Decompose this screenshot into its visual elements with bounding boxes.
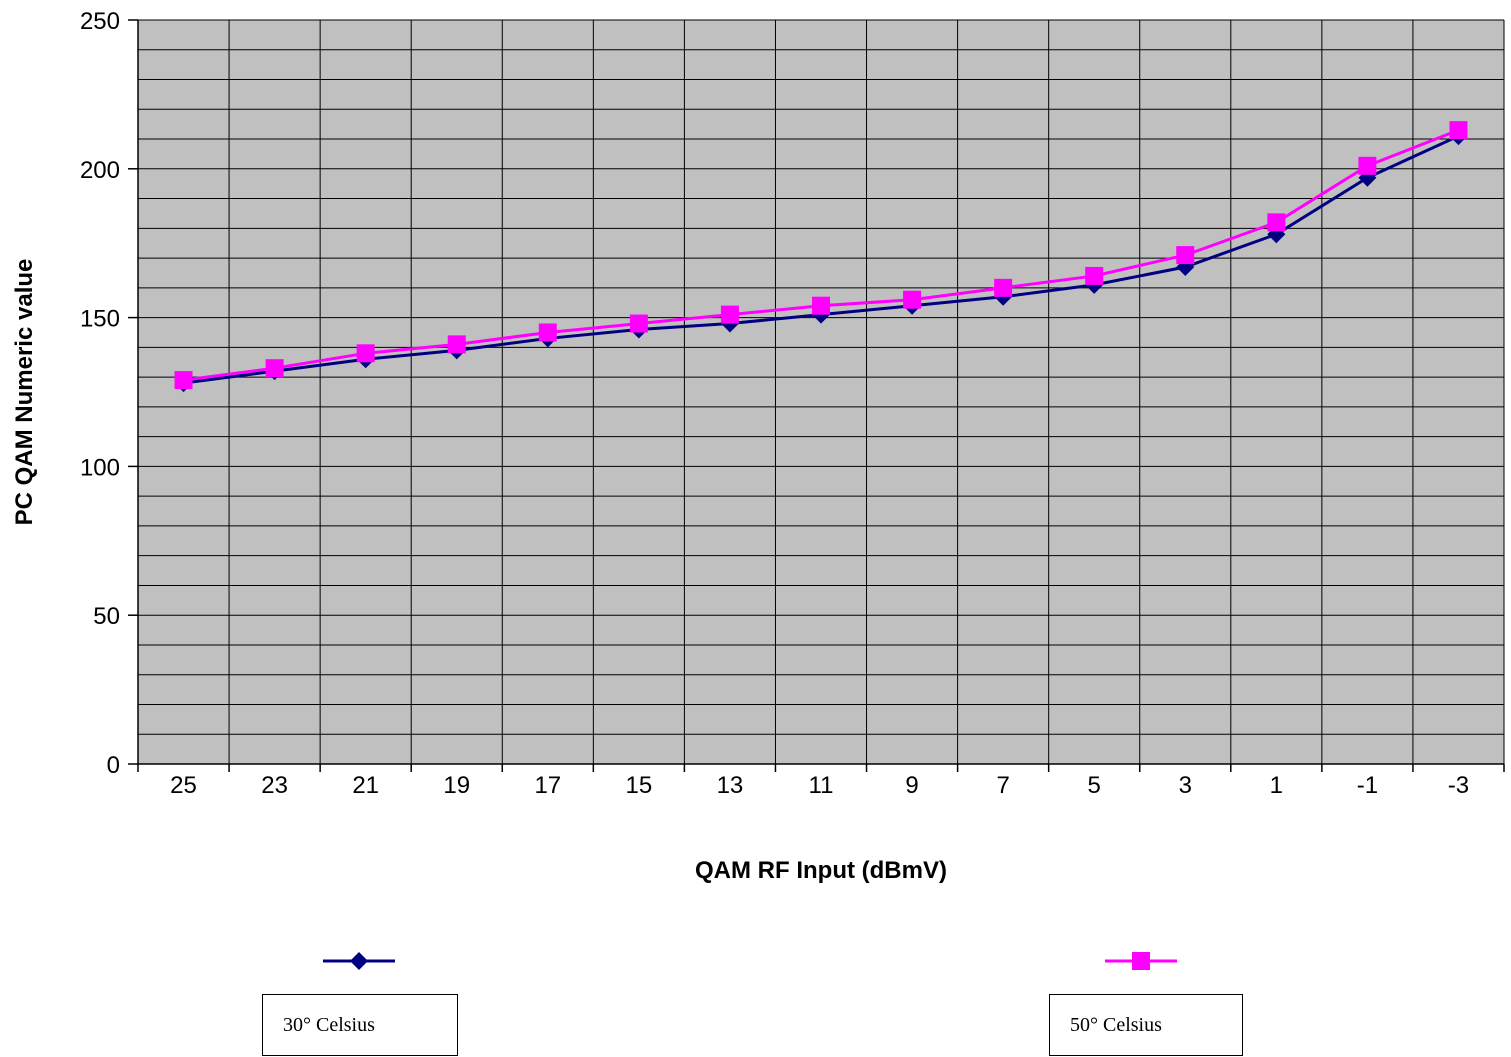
series-1 bbox=[174, 121, 1468, 390]
y-tick-label: 100 bbox=[80, 454, 120, 481]
grid-lines bbox=[137, 19, 1505, 765]
series-layer bbox=[174, 121, 1468, 393]
data-point bbox=[447, 335, 466, 354]
data-point bbox=[1085, 266, 1104, 285]
legend-label-50c: 50° Celsius bbox=[1049, 994, 1243, 1056]
data-point bbox=[1449, 121, 1468, 140]
data-point bbox=[812, 296, 830, 315]
x-axis-title: QAM RF Input (dBmV) bbox=[695, 857, 947, 884]
x-tick-label: 11 bbox=[809, 772, 834, 799]
x-tick-label: 25 bbox=[170, 772, 197, 799]
data-point bbox=[629, 314, 648, 333]
y-tick-label: 50 bbox=[93, 603, 120, 630]
x-tick-label: 23 bbox=[261, 772, 288, 799]
data-point bbox=[1176, 246, 1195, 265]
axes bbox=[128, 19, 1505, 772]
x-tick-label: 1 bbox=[1270, 772, 1283, 799]
x-tick-label: 19 bbox=[443, 772, 470, 799]
x-tick-label: -3 bbox=[1448, 772, 1469, 799]
x-tick-label: 15 bbox=[626, 772, 653, 799]
x-tick-label: 17 bbox=[534, 772, 561, 799]
x-tick-label: -1 bbox=[1357, 772, 1378, 799]
data-point bbox=[538, 323, 557, 342]
x-tick-label: 3 bbox=[1179, 772, 1192, 799]
y-axis-tick-labels: 0 50 100 150 200 250 bbox=[80, 8, 120, 779]
legend-markers bbox=[323, 952, 1177, 970]
x-tick-label: 7 bbox=[996, 772, 1009, 799]
x-tick-label: 21 bbox=[352, 772, 379, 799]
data-point bbox=[994, 278, 1013, 297]
x-axis-tick-labels: 25 23 21 19 17 15 13 11 9 7 5 3 1 -1 -3 bbox=[170, 772, 1469, 799]
y-tick-label: 250 bbox=[80, 8, 120, 35]
data-point bbox=[356, 344, 375, 363]
x-tick-label: 13 bbox=[717, 772, 744, 799]
x-tick-label: 9 bbox=[905, 772, 918, 799]
data-point bbox=[720, 305, 739, 324]
plot-area bbox=[138, 20, 1504, 764]
data-point bbox=[1267, 213, 1286, 232]
legend-marker bbox=[1132, 952, 1150, 970]
legend-label-30c: 30° Celsius bbox=[262, 994, 458, 1056]
data-point bbox=[903, 290, 922, 309]
y-axis-title: PC QAM Numeric value bbox=[11, 259, 38, 526]
y-tick-label: 150 bbox=[80, 306, 120, 333]
y-tick-label: 200 bbox=[80, 157, 120, 184]
x-tick-label: 5 bbox=[1088, 772, 1101, 799]
data-point bbox=[265, 359, 284, 378]
data-point bbox=[1358, 156, 1377, 175]
legend-marker bbox=[350, 952, 368, 970]
data-point bbox=[174, 371, 193, 390]
y-tick-label: 0 bbox=[107, 752, 120, 779]
